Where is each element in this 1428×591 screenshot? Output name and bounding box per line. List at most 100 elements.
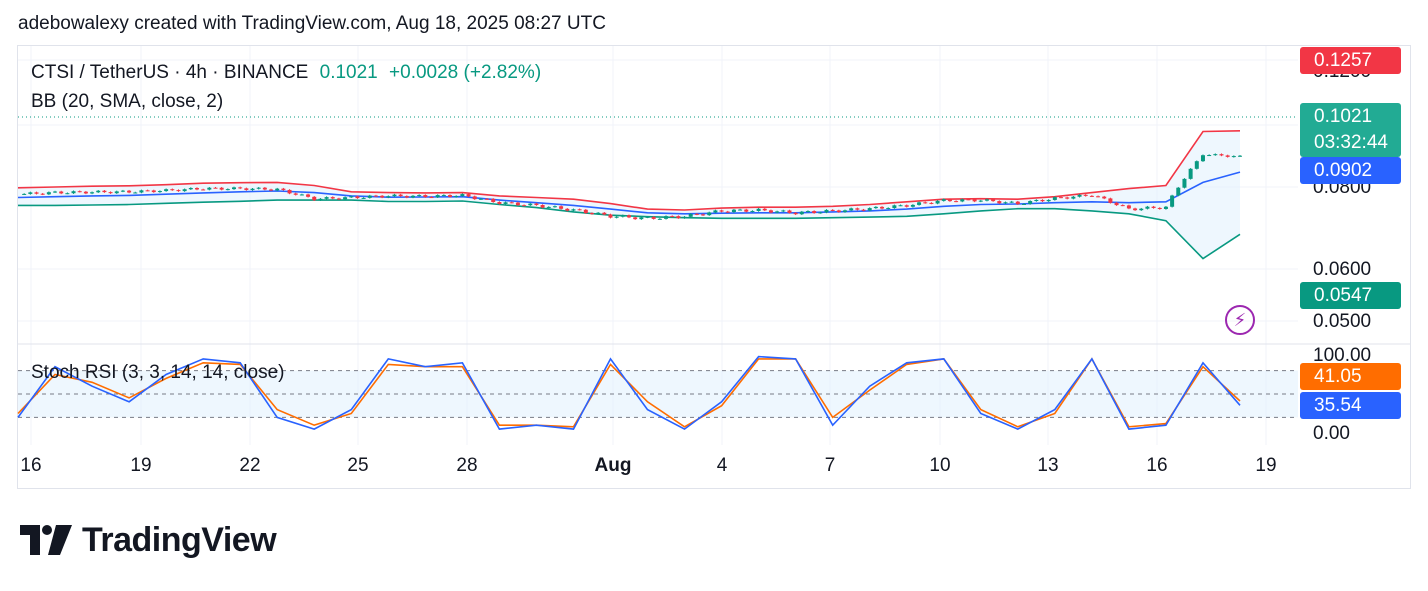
candle-body — [1102, 196, 1107, 199]
candle-body — [701, 214, 706, 216]
candle-body — [441, 195, 446, 197]
candle-body — [1114, 202, 1119, 206]
candle-body — [559, 206, 564, 209]
candle-body — [1034, 199, 1039, 202]
candle-body — [454, 196, 459, 198]
stoch-tick: 100.00 — [1313, 345, 1372, 366]
candle-body — [435, 195, 440, 198]
candle-body — [583, 209, 588, 214]
candle-body — [620, 215, 625, 217]
candle-body — [1139, 208, 1144, 211]
candle-body — [188, 188, 193, 190]
time-tick: 13 — [1037, 455, 1059, 476]
candle-body — [1219, 154, 1224, 156]
candle-body — [194, 188, 199, 190]
candle-body — [676, 216, 681, 219]
candle-body — [694, 213, 699, 215]
candle-body — [571, 209, 576, 211]
candle-body — [145, 190, 150, 192]
candle-body — [855, 208, 860, 210]
candle-body — [207, 187, 212, 190]
candle-body — [1238, 155, 1242, 157]
candle-body — [367, 195, 372, 198]
time-tick: 22 — [239, 455, 261, 476]
candle-body — [478, 198, 483, 200]
candle-body — [867, 208, 872, 211]
chart-frame — [17, 45, 1411, 489]
candle-body — [472, 196, 477, 200]
candle-body — [201, 189, 206, 191]
candle-body — [929, 202, 934, 204]
candle-body — [120, 190, 125, 192]
candle-body — [250, 188, 255, 190]
candle-body — [904, 205, 909, 207]
candle-body — [627, 215, 631, 218]
stoch-legend[interactable]: Stoch RSI (3, 3, 14, 14, close) — [31, 362, 285, 383]
candle-body — [509, 202, 514, 204]
candle-body — [1089, 195, 1094, 197]
candle-body — [793, 212, 798, 215]
candle-body — [306, 194, 311, 197]
candle-body — [34, 192, 39, 194]
candle-body — [182, 189, 187, 192]
candle-body — [664, 216, 669, 219]
candle-body — [614, 216, 619, 218]
candle-body — [380, 195, 385, 198]
candle-body — [947, 199, 952, 202]
candle-body — [1083, 194, 1088, 196]
candle-body — [824, 209, 829, 213]
candle-body — [83, 191, 88, 194]
bb-band-fill — [18, 130, 1240, 259]
candle-body — [281, 188, 286, 190]
symbol-legend[interactable]: CTSI / TetherUS · 4h · BINANCE 0.1021 +0… — [31, 62, 541, 84]
stoch-tick: 0.00 — [1313, 423, 1350, 444]
candle-body — [522, 205, 527, 207]
bb-upper-badge: 0.1257 — [1300, 47, 1401, 74]
candle-body — [1157, 207, 1162, 209]
candle-body — [1188, 168, 1193, 179]
candle-body — [540, 205, 545, 208]
candle-body — [528, 203, 533, 206]
candle-body — [954, 201, 959, 203]
candle-body — [312, 196, 317, 201]
bb-lower-badge: 0.0547 — [1300, 282, 1401, 309]
candle-body — [1225, 155, 1230, 157]
bb-basis-line — [17, 171, 1241, 215]
candle-body — [1163, 206, 1168, 209]
candle-body — [682, 216, 687, 219]
candle-body — [96, 190, 101, 193]
candle-body — [497, 202, 502, 204]
candle-body — [1145, 206, 1150, 209]
candle-body — [466, 194, 471, 197]
candle-body — [923, 202, 928, 204]
candle-body — [1003, 202, 1008, 204]
candle-body — [843, 210, 848, 213]
candle-body — [565, 208, 570, 211]
candle-body — [1077, 194, 1082, 197]
candle-body — [577, 209, 582, 211]
candle-body — [917, 202, 922, 205]
candle-body — [978, 200, 983, 202]
candle-body — [935, 200, 940, 204]
candle-body — [373, 195, 378, 197]
tradingview-logo[interactable]: TradingView — [20, 520, 277, 560]
time-tick: 16 — [20, 455, 42, 476]
candle-body — [602, 212, 607, 215]
candle-body — [830, 209, 835, 211]
candle-body — [639, 217, 644, 220]
candle-body — [552, 206, 557, 208]
candle-body — [781, 210, 786, 212]
candle-body — [608, 214, 613, 218]
price-tick: 0.0500 — [1313, 311, 1372, 332]
candle-body — [417, 195, 422, 197]
stoch-rsi-pane — [17, 355, 1298, 431]
lightning-icon[interactable]: ⚡ — [1225, 305, 1255, 335]
candle-body — [133, 192, 138, 194]
bb-legend[interactable]: BB (20, SMA, close, 2) — [31, 91, 224, 112]
candle-body — [275, 188, 280, 191]
candle-body — [910, 204, 915, 207]
candle-body — [219, 187, 224, 190]
candle-body — [799, 211, 804, 215]
candle-body — [861, 209, 866, 211]
